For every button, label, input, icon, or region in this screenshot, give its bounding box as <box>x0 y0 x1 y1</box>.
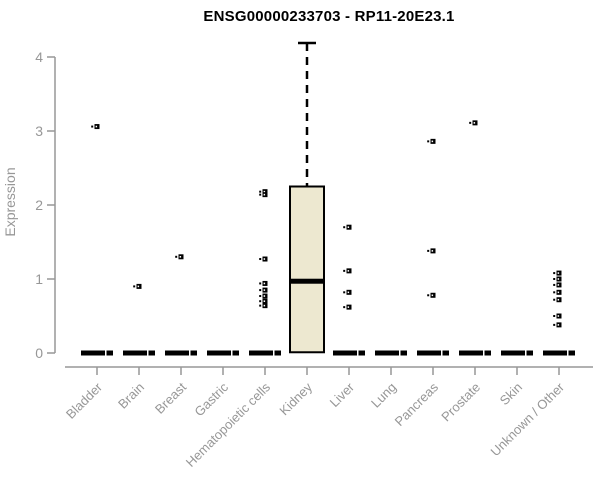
zero-bar <box>333 350 365 356</box>
outlier-marker-hole <box>431 294 434 297</box>
outlier-marker-hole <box>263 193 266 196</box>
zero-bar-notch <box>357 350 359 356</box>
y-tick-label: 3 <box>35 123 43 139</box>
zero-bar-notch <box>483 350 485 356</box>
outlier-marker-tick <box>553 291 556 294</box>
outlier-marker-hole <box>263 304 266 307</box>
zero-bar-notch <box>525 350 527 356</box>
outlier-marker-tick <box>259 190 262 193</box>
outlier-marker-tick <box>343 291 346 294</box>
outlier-marker-tick <box>469 121 472 124</box>
box <box>289 185 325 354</box>
outlier-marker-tick <box>343 306 346 309</box>
zero-bar-notch <box>231 350 233 356</box>
outlier-marker-hole <box>347 226 350 228</box>
zero-bar <box>207 350 239 356</box>
zero-bar-notch <box>399 350 401 356</box>
outlier-marker-hole <box>557 315 560 317</box>
outlier-marker-tick <box>427 140 430 143</box>
outlier-marker-hole <box>179 256 182 258</box>
outlier-marker-tick <box>259 304 262 307</box>
outlier-marker-hole <box>263 190 266 193</box>
x-tick-label: Pancreas <box>392 379 442 429</box>
x-tick-label: Kidney <box>276 379 315 418</box>
outlier-marker-hole <box>263 282 266 285</box>
outlier-marker-hole <box>95 125 98 128</box>
outlier-marker-tick <box>427 294 430 297</box>
median-line <box>290 278 324 284</box>
x-tick-label: Lung <box>368 380 399 411</box>
zero-bar-notch <box>105 350 107 356</box>
outlier-marker-hole <box>347 306 350 308</box>
outlier-marker-hole <box>347 291 350 294</box>
outlier-marker-hole <box>263 258 266 260</box>
zero-bar <box>459 350 491 356</box>
x-tick-label: Unknown / Other <box>488 379 568 459</box>
zero-bar <box>501 350 533 356</box>
zero-bar <box>81 350 113 356</box>
x-tick-label: Skin <box>497 380 525 408</box>
outlier-marker-hole <box>347 270 350 272</box>
outlier-marker-tick <box>427 249 430 252</box>
outlier-marker-tick <box>553 283 556 286</box>
zero-bar <box>417 350 449 356</box>
zero-bar-notch <box>147 350 149 356</box>
outlier-marker-tick <box>259 300 262 303</box>
x-tick-label: Brain <box>115 380 147 412</box>
outlier-marker-tick <box>133 285 136 288</box>
zero-bar-notch <box>273 350 275 356</box>
outlier-marker-tick <box>259 295 262 298</box>
y-tick-label: 1 <box>35 271 43 287</box>
y-tick-label: 0 <box>35 345 43 361</box>
x-tick-label: Liver <box>327 379 358 410</box>
x-tick-label: Gastric <box>191 379 231 419</box>
outlier-marker-tick <box>91 125 94 128</box>
outlier-marker-hole <box>557 278 560 280</box>
outlier-marker-hole <box>557 272 560 274</box>
outlier-marker-hole <box>557 284 560 286</box>
outlier-marker-tick <box>259 289 262 292</box>
outlier-marker-tick <box>553 315 556 317</box>
outlier-marker-hole <box>431 140 434 143</box>
zero-bar-notch <box>189 350 191 356</box>
outlier-marker-tick <box>553 323 556 326</box>
outlier-marker-hole <box>557 291 560 294</box>
zero-bar <box>543 350 575 356</box>
outlier-marker-hole <box>263 289 266 291</box>
outlier-marker-hole <box>263 295 266 297</box>
zero-bar <box>375 350 407 356</box>
zero-bar <box>165 350 197 356</box>
outlier-marker-hole <box>137 285 140 288</box>
zero-bar-notch <box>441 350 443 356</box>
zero-bar <box>249 350 281 356</box>
outlier-marker-hole <box>431 250 434 252</box>
y-tick-label: 2 <box>35 197 43 213</box>
x-tick-label: Breast <box>152 379 189 416</box>
outlier-marker-tick <box>343 269 346 272</box>
outlier-marker-hole <box>263 300 266 302</box>
y-tick-label: 4 <box>35 49 43 65</box>
outlier-marker-tick <box>175 255 178 258</box>
outlier-marker-hole <box>557 324 560 326</box>
x-tick-label: Bladder <box>63 379 106 422</box>
zero-bar-notch <box>567 350 569 356</box>
chart-title: ENSG00000233703 - RP11-20E23.1 <box>203 8 455 25</box>
outlier-marker-tick <box>553 278 556 280</box>
outlier-marker-tick <box>343 226 346 229</box>
outlier-marker-tick <box>259 282 262 285</box>
zero-bar <box>123 350 155 356</box>
outlier-marker-tick <box>259 193 262 196</box>
outlier-marker-tick <box>553 298 556 301</box>
outlier-marker-hole <box>557 298 560 301</box>
y-axis-title: Expression <box>2 167 18 237</box>
x-tick-label: Prostate <box>438 380 483 425</box>
outlier-marker-tick <box>259 258 262 261</box>
outlier-marker-tick <box>553 272 556 275</box>
outlier-marker-hole <box>473 122 476 124</box>
